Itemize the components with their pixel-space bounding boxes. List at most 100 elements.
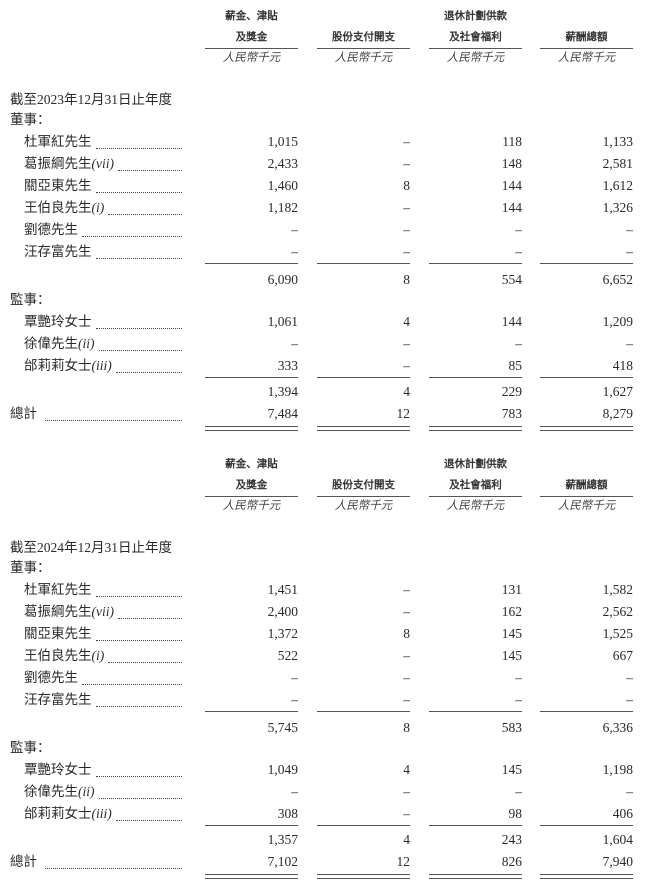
subtotal-cell: 8 — [403, 720, 410, 735]
column-header-line2: 及社會福利 — [449, 31, 502, 43]
underline — [429, 711, 522, 712]
underline — [429, 825, 522, 826]
row-label: 徐偉先生(ii) — [24, 333, 182, 355]
table-cell: – — [403, 156, 410, 171]
row-label: 邰莉莉女士(iii) — [24, 355, 182, 377]
column-unit: 人民幣千元 — [557, 500, 616, 512]
table-cell: 148 — [501, 156, 522, 171]
table-cell: 144 — [501, 178, 522, 193]
name: 杜軍紅先生 — [24, 582, 92, 597]
table-cell: – — [403, 222, 410, 237]
row-label: 王伯良先生(i) — [24, 645, 182, 667]
table-cell: 1,460 — [267, 178, 298, 193]
table-cell: – — [403, 134, 410, 149]
row-label: 徐偉先生(ii) — [24, 781, 182, 803]
table-cell: 2,562 — [602, 604, 633, 619]
table-cell: 522 — [277, 648, 298, 663]
label-text: 葛振綱先生(vii) — [24, 601, 118, 623]
name: 劉德先生 — [24, 670, 78, 685]
table-cell: – — [403, 200, 410, 215]
dot-leader — [118, 618, 182, 619]
section-directors: 董事： — [10, 112, 51, 127]
table-cell: – — [291, 692, 298, 707]
table-cell: 118 — [502, 134, 522, 149]
double-underline — [317, 426, 410, 431]
table-cell: 1,049 — [267, 762, 298, 777]
label-text: 王伯良先生(i) — [24, 197, 108, 219]
name: 王伯良先生 — [24, 648, 92, 663]
name: 覃艷玲女士 — [24, 762, 92, 777]
underline — [540, 711, 633, 712]
table-cell: – — [403, 604, 410, 619]
subtotal-cell: 1,604 — [602, 832, 633, 847]
table-cell: 8 — [403, 178, 410, 193]
table-cell: 1,182 — [267, 200, 298, 215]
dot-leader — [118, 170, 182, 171]
subtotal-cell: 1,357 — [267, 832, 298, 847]
double-underline — [429, 874, 522, 879]
row-label: 王伯良先生(i) — [24, 197, 182, 219]
row-label: 劉德先生 — [24, 667, 182, 689]
table-cell: 131 — [501, 582, 522, 597]
note-ref: (iii) — [91, 806, 112, 821]
table-cell: 1,525 — [602, 626, 633, 641]
dot-leader — [115, 820, 182, 821]
section-supervisors: 監事： — [10, 292, 51, 307]
underline — [205, 825, 298, 826]
table-cell: 406 — [612, 806, 633, 821]
table-cell: 1,451 — [267, 582, 298, 597]
subtotal-cell: 1,394 — [267, 384, 298, 399]
table-cell: – — [403, 648, 410, 663]
note-ref: (i) — [91, 648, 105, 663]
table-cell: 1,372 — [267, 626, 298, 641]
underline — [429, 496, 522, 497]
row-label: 汪存富先生 — [24, 689, 182, 711]
underline — [205, 496, 298, 497]
table-cell: 1,133 — [602, 134, 633, 149]
table-cell: – — [626, 670, 633, 685]
total-label: 總計 — [10, 854, 37, 869]
table-cell: – — [626, 784, 633, 799]
underline — [317, 263, 410, 264]
underline — [429, 48, 522, 49]
row-label: 杜軍紅先生 — [24, 131, 182, 153]
table-cell: 145 — [501, 648, 522, 663]
table-cell: 1,612 — [602, 178, 633, 193]
table-cell: 333 — [277, 358, 298, 373]
column-header-line1: 薪金、津貼 — [225, 458, 278, 470]
total-cell: 7,940 — [602, 854, 633, 869]
column-unit: 人民幣千元 — [557, 52, 616, 64]
note-ref: (ii) — [78, 784, 95, 799]
underline — [317, 496, 410, 497]
subtotal-cell: 6,652 — [602, 272, 633, 287]
section-directors: 董事： — [10, 560, 51, 575]
label-text: 徐偉先生(ii) — [24, 333, 99, 355]
column-header-line1: 退休計劃供款 — [444, 10, 507, 22]
dot-leader — [82, 684, 182, 685]
label-text: 邰莉莉女士(iii) — [24, 355, 116, 377]
double-underline — [540, 874, 633, 879]
row-label: 葛振綱先生(vii) — [24, 601, 182, 623]
name: 劉德先生 — [24, 222, 78, 237]
underline — [429, 377, 522, 378]
name: 徐偉先生 — [24, 336, 78, 351]
underline — [317, 825, 410, 826]
subtotal-cell: 5,745 — [267, 720, 298, 735]
row-label: 葛振綱先生(vii) — [24, 153, 182, 175]
table-cell: 4 — [403, 314, 410, 329]
column-header-line1: 薪金、津貼 — [225, 10, 278, 22]
underline — [540, 377, 633, 378]
underline — [205, 377, 298, 378]
note-ref: (i) — [91, 200, 105, 215]
name: 邰莉莉女士 — [24, 806, 92, 821]
column-header-line2: 薪酬總額 — [565, 31, 608, 43]
row-label: 覃艷玲女士 — [24, 759, 182, 781]
table-cell: – — [403, 784, 410, 799]
total-cell: 826 — [501, 854, 522, 869]
column-header-line2: 及獎金 — [235, 479, 268, 491]
subtotal-cell: 8 — [403, 272, 410, 287]
table-cell: – — [403, 806, 410, 821]
table-cell: – — [403, 692, 410, 707]
table-cell: 144 — [501, 314, 522, 329]
